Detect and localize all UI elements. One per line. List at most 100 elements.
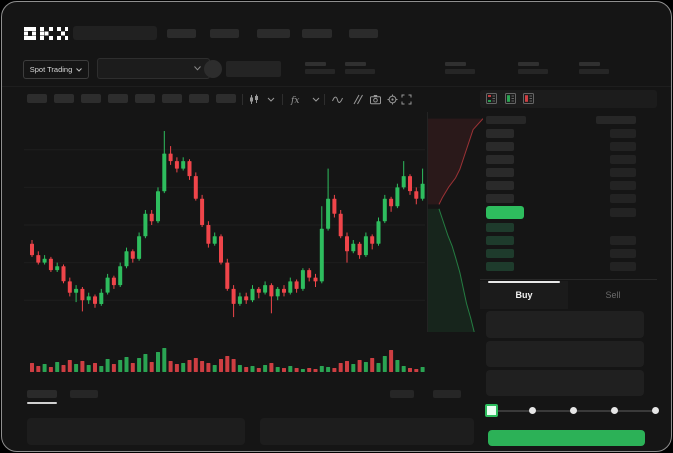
chevron-down-icon[interactable] (267, 94, 275, 105)
candle-body (93, 296, 97, 304)
chevron-down-icon[interactable] (312, 94, 320, 105)
timeframe-button-7[interactable] (189, 94, 209, 103)
candle-body (370, 236, 375, 244)
chevron-down-icon (76, 67, 83, 72)
candle-body (345, 236, 349, 252)
nav-item-3[interactable] (257, 29, 290, 38)
candle-body (225, 262, 230, 289)
line-tool-icon[interactable] (332, 94, 343, 105)
volume-bar (143, 354, 148, 372)
volume-bar (294, 368, 299, 372)
ask-price-6[interactable] (486, 194, 514, 203)
volume-bar (288, 366, 293, 372)
slider-stop-2[interactable] (569, 407, 577, 414)
pair-selector[interactable] (97, 58, 210, 79)
bottom-action-button-2[interactable] (433, 390, 461, 398)
candle-body (36, 255, 41, 263)
bid-price-3[interactable] (486, 249, 514, 258)
volume-bar (244, 367, 249, 372)
nav-item-5[interactable] (349, 29, 378, 38)
volume-bar (200, 361, 205, 372)
candles-icon[interactable] (249, 94, 260, 105)
timeframe-button-5[interactable] (135, 94, 155, 103)
candle-body (263, 285, 268, 293)
volume-bar (48, 367, 53, 372)
nav-item-4[interactable] (302, 29, 332, 38)
expand-icon[interactable] (401, 94, 412, 105)
candle-body (162, 153, 167, 192)
candle-body (395, 187, 400, 207)
bottom-tab-2[interactable] (70, 390, 98, 398)
bid-price-2[interactable] (486, 236, 514, 245)
timeframe-button-6[interactable] (162, 94, 182, 103)
candle-body (250, 288, 255, 301)
candle-body (174, 161, 179, 169)
bottom-tab-1[interactable] (27, 390, 57, 398)
stat-value-3 (445, 69, 475, 74)
camera-icon[interactable] (370, 94, 381, 105)
tab-sell[interactable]: Sell (569, 281, 657, 309)
timeframe-button-1[interactable] (27, 94, 47, 103)
candle-body (200, 198, 205, 225)
stat-label-4 (518, 62, 539, 66)
bid-price-4[interactable] (486, 262, 514, 271)
volume-bar (319, 366, 324, 372)
ask-price-1[interactable] (486, 129, 514, 138)
slider-stop-3[interactable] (610, 407, 618, 414)
last-price-badge[interactable] (486, 206, 524, 219)
ask-price-3[interactable] (486, 155, 514, 164)
volume-bar (30, 363, 34, 372)
nav-item-2[interactable] (210, 29, 239, 38)
order-total-field[interactable] (486, 370, 644, 396)
volume-bar (111, 364, 116, 372)
toolbar-divider (282, 94, 283, 105)
slider-stop-1[interactable] (528, 407, 536, 414)
timeframe-button-8[interactable] (216, 94, 236, 103)
nav-item-1[interactable] (167, 29, 196, 38)
buy-submit-button[interactable] (488, 430, 645, 446)
candle-body (408, 176, 412, 192)
volume-bar (300, 369, 305, 372)
brush-icon[interactable] (352, 94, 363, 105)
candle-body (420, 183, 425, 199)
bottom-action-button-1[interactable] (390, 390, 414, 398)
volume-bar (206, 363, 211, 372)
timeframe-button-4[interactable] (108, 94, 128, 103)
bid-price-1[interactable] (486, 223, 514, 232)
volume-bar (86, 365, 91, 372)
ask-price-2[interactable] (486, 142, 514, 151)
volume-bar (130, 363, 135, 372)
ask-price-4[interactable] (486, 168, 514, 177)
ask-price-5[interactable] (486, 181, 514, 190)
stat-label-3 (445, 62, 466, 66)
volume-bar (345, 361, 349, 372)
candle-body (351, 243, 356, 252)
amount-slider-handle[interactable] (485, 404, 498, 417)
volume-bar (55, 362, 60, 372)
order-price-field[interactable] (486, 311, 644, 338)
volume-bar (326, 367, 331, 372)
indicators-icon[interactable]: fx (290, 94, 304, 105)
timeframe-button-2[interactable] (54, 94, 74, 103)
settings-icon[interactable] (387, 94, 398, 105)
volume-bar (137, 358, 142, 372)
pair-name-placeholder (226, 61, 281, 77)
volume-bar (237, 365, 242, 372)
candle-body (48, 258, 53, 271)
orderbook-view-bids-icon[interactable] (505, 93, 516, 104)
timeframe-button-3[interactable] (81, 94, 101, 103)
tab-buy[interactable]: Buy (480, 281, 568, 309)
market-type-selector[interactable]: Spot Trading (23, 60, 89, 79)
candle-body (111, 277, 116, 286)
volume-bar (382, 356, 387, 372)
candle-body (389, 198, 394, 207)
volume-bar (414, 369, 419, 372)
slider-stop-4[interactable] (651, 407, 659, 414)
orderbook-view-both-icon[interactable] (486, 93, 497, 104)
toolbar-divider (242, 94, 243, 105)
candlestick-chart[interactable] (24, 112, 425, 380)
orderbook-view-asks-icon[interactable] (523, 93, 534, 104)
volume-bar (187, 360, 192, 372)
candle-body (55, 266, 60, 271)
order-amount-field[interactable] (486, 341, 644, 367)
